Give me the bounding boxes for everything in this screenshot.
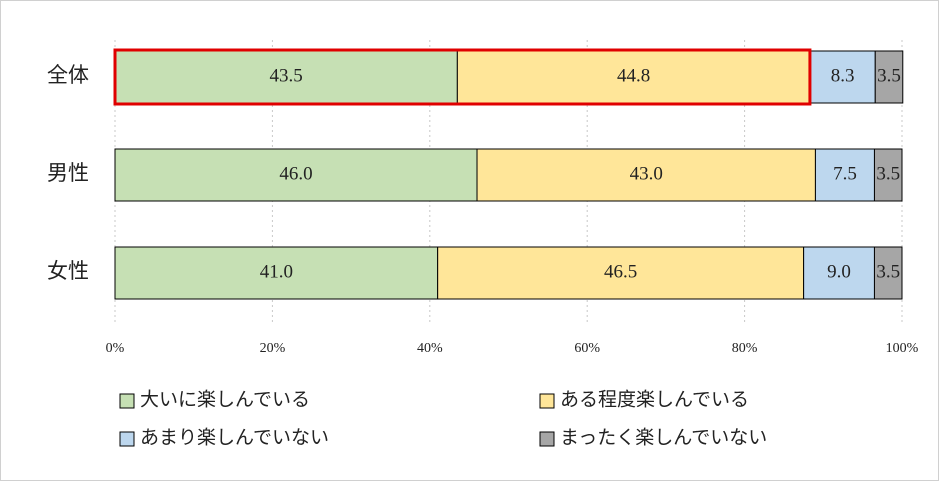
bar-segment (114, 246, 439, 300)
highlight-box (113, 48, 812, 106)
x-tick-label: 0% (106, 341, 125, 356)
legend-label: 大いに楽しんでいる (140, 388, 310, 410)
value-label: 3.5 (876, 261, 900, 282)
bar-segment (874, 50, 904, 104)
x-tick-label: 20% (260, 341, 286, 356)
bar-segment (873, 148, 903, 202)
x-tick-label: 80% (732, 341, 758, 356)
value-label: 44.8 (617, 65, 650, 86)
bar-segment (873, 246, 903, 300)
y-tick-label: 男性 (47, 161, 89, 185)
bar-segment (114, 50, 458, 104)
bar-segment (114, 148, 478, 202)
legend-swatch (539, 431, 555, 447)
legend-swatch (119, 431, 135, 447)
y-tick-label: 女性 (47, 259, 89, 283)
value-label: 7.5 (833, 163, 857, 184)
value-label: 8.3 (831, 65, 855, 86)
bar-segment (476, 148, 816, 202)
x-tick-label: 40% (417, 341, 443, 356)
value-label: 46.0 (279, 163, 312, 184)
y-tick-label: 全体 (47, 63, 89, 87)
bar-segment (814, 148, 875, 202)
x-tick-label: 100% (886, 341, 919, 356)
value-label: 46.5 (604, 261, 637, 282)
value-label: 43.5 (270, 65, 303, 86)
legend-label: あまり楽しんでいない (140, 426, 329, 448)
bar-segment (803, 246, 875, 300)
legend-label: まったく楽しんでいない (560, 426, 767, 448)
value-label: 3.5 (877, 65, 901, 86)
value-label: 43.0 (630, 163, 663, 184)
value-label: 9.0 (827, 261, 851, 282)
value-label: 41.0 (260, 261, 293, 282)
legend-swatch (119, 393, 135, 409)
value-label: 3.5 (876, 163, 900, 184)
x-tick-label: 60% (574, 341, 600, 356)
legend-label: ある程度楽しんでいる (560, 388, 749, 410)
legend-swatch (539, 393, 555, 409)
